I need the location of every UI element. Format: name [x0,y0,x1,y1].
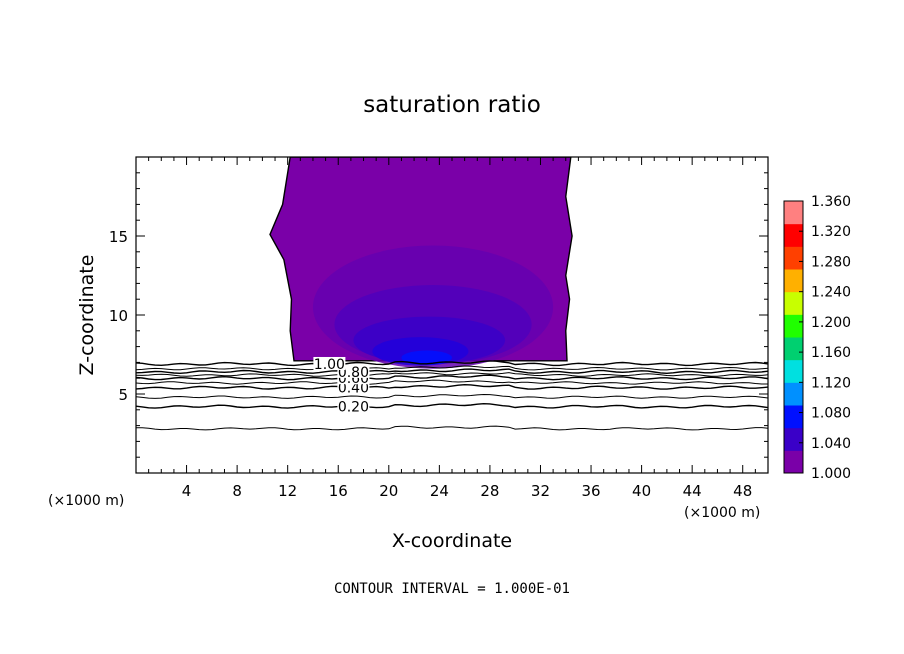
contour-label-bg [337,364,370,378]
colorbar-swatch [784,450,803,474]
contour-label-0.20: 0.20 [338,400,369,416]
x-tick-label: 4 [182,482,192,500]
colorbar: 1.360 1.320 1.280 1.240 1.200 1.160 1.120 1.080… [783,194,851,482]
colorbar-tick-label: 1.240 [811,285,851,301]
colorbar-tick-label: 1.160 [811,345,851,361]
x-tick-label: 32 [531,482,550,500]
x-tick-label: 36 [581,482,600,500]
colorbar-tick-label: 1.080 [811,406,851,422]
colorbar-tick-label: 1.320 [811,224,851,240]
colorbar-swatch [784,223,803,247]
colorbar-tick-label: 1.000 [811,466,851,482]
contour-line-1.00 [136,360,768,367]
cloud-core-4 [401,350,452,365]
colorbar-swatch [784,246,803,270]
y-tick-label: 10 [109,307,128,325]
x-tick-label: 48 [733,482,752,500]
colorbar-tick-label: 1.040 [811,436,851,452]
colorbar-tick-label: 1.360 [811,194,851,210]
colorbar-swatch [784,382,803,406]
contour-interval-note: CONTOUR INTERVAL = 1.000E-01 [334,581,570,597]
colorbar-frame [783,200,804,474]
x-tick-label: 40 [632,482,651,500]
contour-line-minor [136,379,768,385]
x-unit-left: (×1000 m) [48,493,124,509]
contour-line-0.60 [136,374,768,381]
contour-label-bg [337,399,370,413]
x-tick-label: 12 [278,482,297,500]
x-tick-label: 44 [683,482,702,500]
chart-title: saturation ratio [363,92,541,118]
colorbar-swatch [784,269,803,293]
colorbar-swatch [784,314,803,338]
colorbar-tick-label: 1.200 [811,315,851,331]
x-tick-label: 8 [232,482,242,500]
x-tick-label: 20 [379,482,398,500]
contour-line-minor [136,393,768,399]
x-axis-label: X-coordinate [392,530,512,552]
contour-line-0.40 [136,383,768,390]
colorbar-tick-label: 1.280 [811,254,851,270]
colorbar-swatch [784,405,803,429]
contour-line-minor [136,425,768,431]
y-tick-label: 5 [118,386,128,404]
x-tick-label: 24 [430,482,449,500]
contour-label-0.40: 0.40 [338,381,369,397]
contour-line-minor [136,372,768,377]
contour-label-1.00: 1.00 [314,357,345,373]
colorbar-swatch [784,359,803,383]
contour-line-0.20 [136,402,768,409]
plot-contents: 0.200.400.600.801.00 [136,157,768,431]
contour-line-minor [136,365,768,371]
plot-area: 0.200.400.600.801.004 8 12 16 20 24 28 32 36 40 44… [109,156,769,500]
y-axis-label: Z-coordinate [76,255,98,376]
y-tick-label: 15 [109,228,128,246]
x-tick-label: 16 [329,482,348,500]
x-tick-label: 28 [480,482,499,500]
colorbar-swatch [784,337,803,361]
contour-line-0.80 [136,368,768,375]
colorbar-tick-label: 1.120 [811,375,851,391]
contour-label-bg [313,356,346,370]
colorbar-swatch [784,201,803,225]
colorbar-swatch [784,291,803,315]
x-unit-right: (×1000 m) [684,505,760,521]
contour-label-0.80: 0.80 [338,365,369,381]
colorbar-swatch [784,427,803,451]
